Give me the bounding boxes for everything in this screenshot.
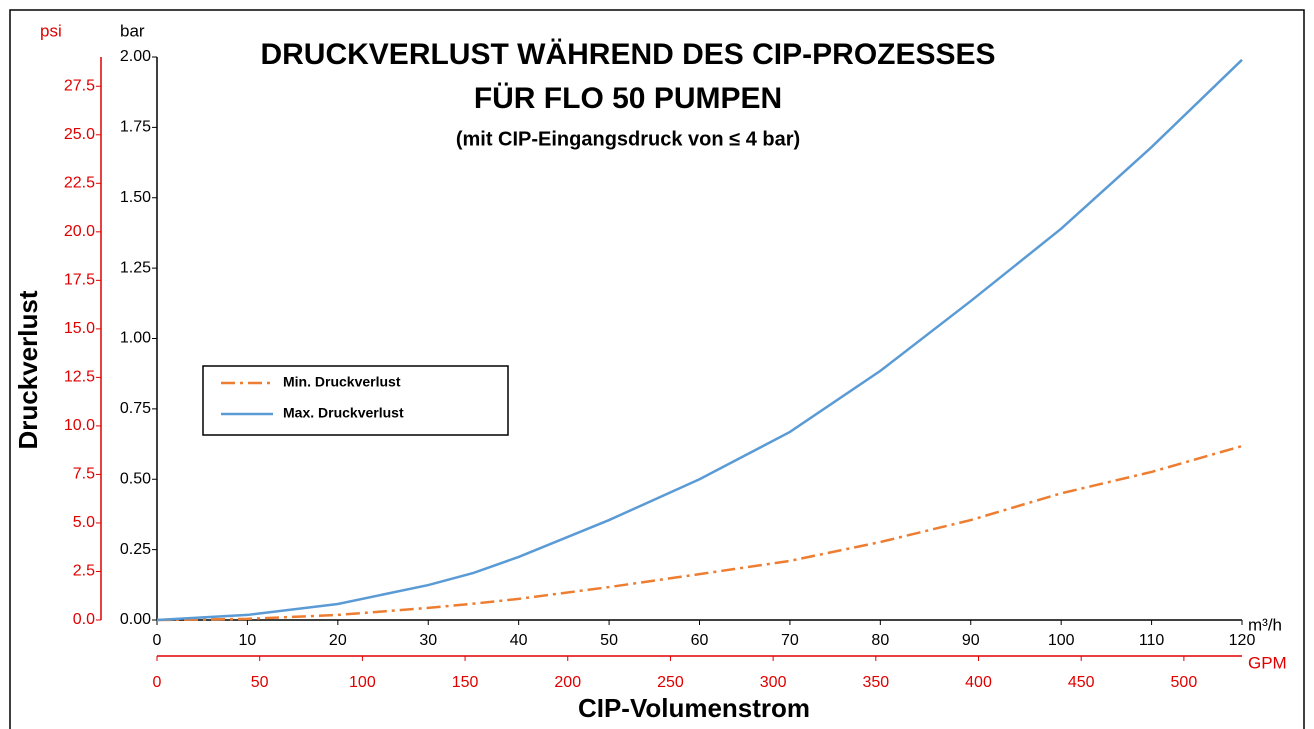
x-tick-label: 70 xyxy=(781,632,799,649)
frame xyxy=(9,9,1305,729)
chart-subtitle: (mit CIP-Eingangsdruck von ≤ 4 bar) xyxy=(456,128,800,150)
y-tick-label: 1.75 xyxy=(120,119,151,136)
x2-tick-label: 100 xyxy=(349,674,376,691)
x2-tick-label: 500 xyxy=(1171,674,1198,691)
y-tick-label: 1.00 xyxy=(120,330,151,347)
x-tick-label: 90 xyxy=(962,632,980,649)
x-tick-label: 60 xyxy=(691,632,709,649)
x-tick-label: 40 xyxy=(510,632,528,649)
chart-title: FÜR FLO 50 PUMPEN xyxy=(474,82,782,115)
x2-tick-label: 150 xyxy=(452,674,479,691)
y2-tick-label: 27.5 xyxy=(64,77,95,94)
legend-label: Max. Druckverlust xyxy=(283,405,404,421)
x-tick-label: 50 xyxy=(600,632,618,649)
y2-tick-label: 2.5 xyxy=(73,563,95,580)
x2-tick-label: 450 xyxy=(1068,674,1095,691)
x2-tick-label: 250 xyxy=(657,674,684,691)
y-axis-label: Druckverlust xyxy=(13,290,43,449)
x-tick-label: 110 xyxy=(1139,632,1165,649)
x2-tick-label: 50 xyxy=(251,674,269,691)
y2-tick-label: 12.5 xyxy=(64,369,95,386)
x2-tick-label: 350 xyxy=(862,674,889,691)
y-tick-label: 0.50 xyxy=(120,470,151,487)
y2-tick-label: 20.0 xyxy=(64,223,95,240)
y2-tick-label: 0.0 xyxy=(73,611,95,628)
y2-tick-label: 7.5 xyxy=(73,466,95,483)
y2-tick-label: 25.0 xyxy=(64,126,95,143)
y-tick-label: 1.50 xyxy=(120,189,151,206)
x2-tick-label: 300 xyxy=(760,674,787,691)
series-line xyxy=(156,58,1243,622)
x2-tick-label: 200 xyxy=(554,674,581,691)
x-axis-label: CIP-Volumenstrom xyxy=(578,693,810,723)
series-line xyxy=(156,444,1243,622)
x-tick-label: 80 xyxy=(871,632,889,649)
y2-tick-label: 15.0 xyxy=(64,320,95,337)
x2-tick-label: 400 xyxy=(965,674,992,691)
x-tick-label: 120 xyxy=(1229,632,1256,649)
y-tick-label: 0.75 xyxy=(120,400,151,417)
x-tick-label: 0 xyxy=(153,632,162,649)
x2-unit: GPM xyxy=(1248,653,1287,672)
y2-tick-label: 10.0 xyxy=(64,417,95,434)
x-tick-label: 10 xyxy=(239,632,257,649)
y-tick-label: 0.00 xyxy=(120,611,151,628)
y-tick-label: 1.25 xyxy=(120,259,151,276)
x-unit: m³/h xyxy=(1248,615,1282,634)
y-unit: bar xyxy=(120,21,145,40)
y2-tick-label: 5.0 xyxy=(73,514,95,531)
x2-tick-label: 0 xyxy=(153,674,162,691)
legend-box xyxy=(202,365,509,436)
y2-unit: psi xyxy=(40,21,62,40)
chart-title: DRUCKVERLUST WÄHREND DES CIP-PROZESSES xyxy=(260,38,995,71)
y-tick-label: 0.25 xyxy=(120,541,151,558)
y2-tick-label: 17.5 xyxy=(64,272,95,289)
x-tick-label: 20 xyxy=(329,632,347,649)
y2-tick-label: 22.5 xyxy=(64,175,95,192)
x-tick-label: 30 xyxy=(419,632,437,649)
y-tick-label: 2.00 xyxy=(120,48,151,65)
x-tick-label: 100 xyxy=(1048,632,1075,649)
legend-label: Min. Druckverlust xyxy=(283,374,401,390)
